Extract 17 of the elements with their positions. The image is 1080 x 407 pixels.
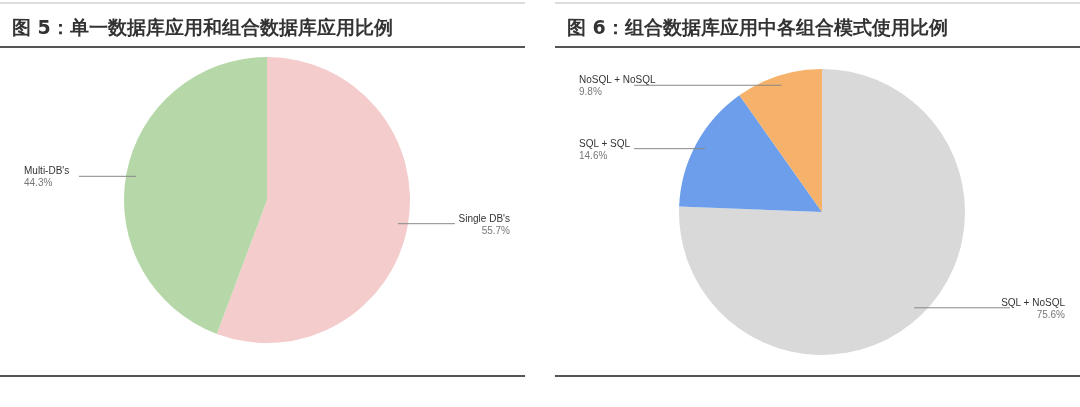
slice-label: NoSQL + NoSQL <box>579 74 657 86</box>
slice-label: Single DB's <box>458 212 510 224</box>
slice-label: SQL + SQL <box>579 137 631 149</box>
data-label: 55.7% <box>481 224 511 236</box>
data-label: 44.3% <box>24 177 53 189</box>
slice-label: Multi-DB's <box>24 165 70 177</box>
pie-slice <box>124 57 267 334</box>
chart-title: 图 5：单一数据库应用和组合数据库应用比例 <box>12 16 393 38</box>
pie-slice <box>739 69 822 212</box>
slice-label: SQL + NoSQL <box>1001 296 1066 308</box>
pie-slice <box>216 57 410 343</box>
pie-slice <box>679 69 965 355</box>
data-label: 9.8% <box>579 86 602 98</box>
pie-slice <box>679 95 822 212</box>
chart-title: 图 6：组合数据库应用中各组合模式使用比例 <box>567 16 948 38</box>
data-label: 75.6% <box>1036 308 1066 320</box>
data-label: 14.6% <box>579 149 608 161</box>
